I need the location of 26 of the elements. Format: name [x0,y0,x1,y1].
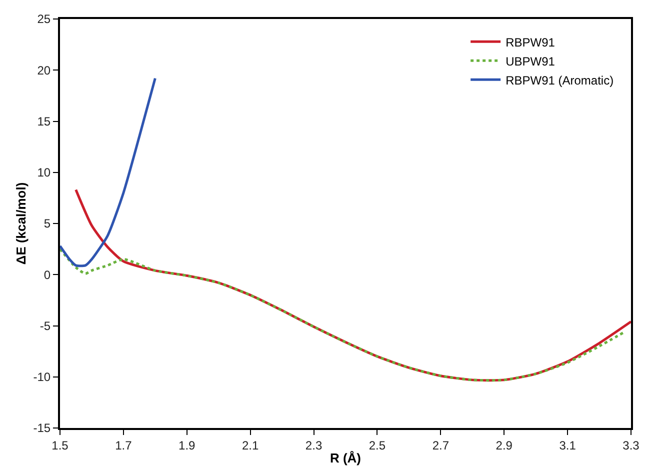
legend-label: RBPW91 (Aromatic) [506,73,614,88]
line-series [60,77,156,268]
y-tick-label: 25 [37,12,51,26]
y-tick-label: 5 [44,216,51,231]
x-tick-label: 1.9 [178,438,196,452]
y-axis-title: ΔE (kcal/mol) [14,182,29,265]
x-tick-label: 1.7 [115,438,132,452]
x-tick-label: 2.3 [305,438,322,452]
line-series [60,248,626,382]
legend-label: RBPW91 [506,35,556,50]
x-tick-label: 2.7 [432,438,450,452]
y-tick-label: 10 [37,166,51,180]
x-tick-label: 3.3 [622,438,640,452]
y-tick-label: -15 [33,421,51,436]
y-tick-label: 20 [37,63,51,78]
y-tick-label: 0 [44,268,51,282]
x-tick-label: 1.5 [52,438,69,452]
x-axis-title: R (Å) [330,450,362,466]
x-tick-label: 3.1 [559,438,576,452]
legend-label: UBPW91 [506,54,556,68]
x-tick-label: 2.9 [496,438,513,452]
y-tick-label: -5 [40,318,51,333]
y-tick-label: 15 [37,114,51,128]
x-tick-label: 2.5 [368,438,386,452]
x-tick-label: 2.1 [242,438,259,452]
y-tick-label: -10 [33,370,51,384]
